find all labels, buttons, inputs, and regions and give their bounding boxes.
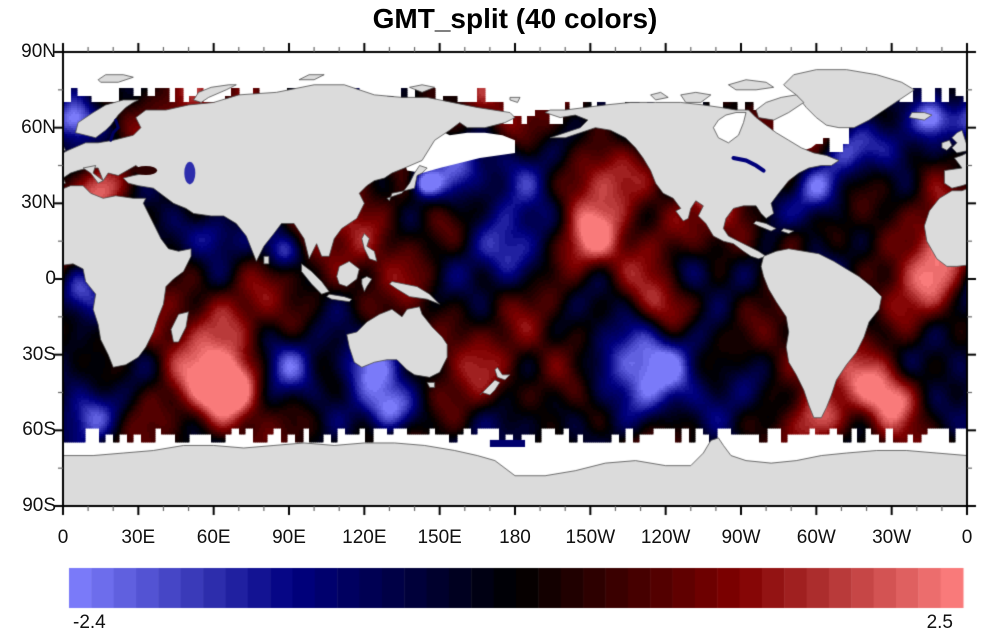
x-tick-label: 60W: [796, 527, 836, 548]
x-tick-label: 90E: [272, 527, 306, 548]
x-tick-label: 150W: [565, 527, 616, 548]
colorbar-max-label: 2.5: [926, 612, 953, 633]
y-tick-label: 90S: [22, 495, 56, 516]
y-tick-label: 60S: [22, 419, 56, 441]
x-tick-label: 60E: [196, 527, 231, 548]
x-tick-label: 30W: [872, 527, 912, 548]
y-tick-label: 0: [45, 268, 56, 289]
y-tick-label: 30S: [22, 343, 56, 365]
y-tick-label: 30N: [21, 192, 56, 214]
plot-title: GMT_split (40 colors): [372, 3, 658, 34]
x-tick-label: 120W: [640, 527, 691, 548]
x-tick-label: 120E: [342, 527, 387, 548]
x-tick-label: 30E: [121, 527, 156, 548]
x-tick-label: 0: [961, 527, 973, 548]
x-tick-label: 150E: [417, 527, 462, 548]
x-tick-label: 180: [499, 527, 531, 548]
y-tick-label: 60N: [21, 116, 56, 138]
x-tick-label: 0: [57, 527, 69, 548]
y-tick-label: 90N: [21, 41, 56, 62]
colorbar-min-label: -2.4: [73, 612, 106, 633]
x-tick-label: 90W: [721, 527, 761, 548]
